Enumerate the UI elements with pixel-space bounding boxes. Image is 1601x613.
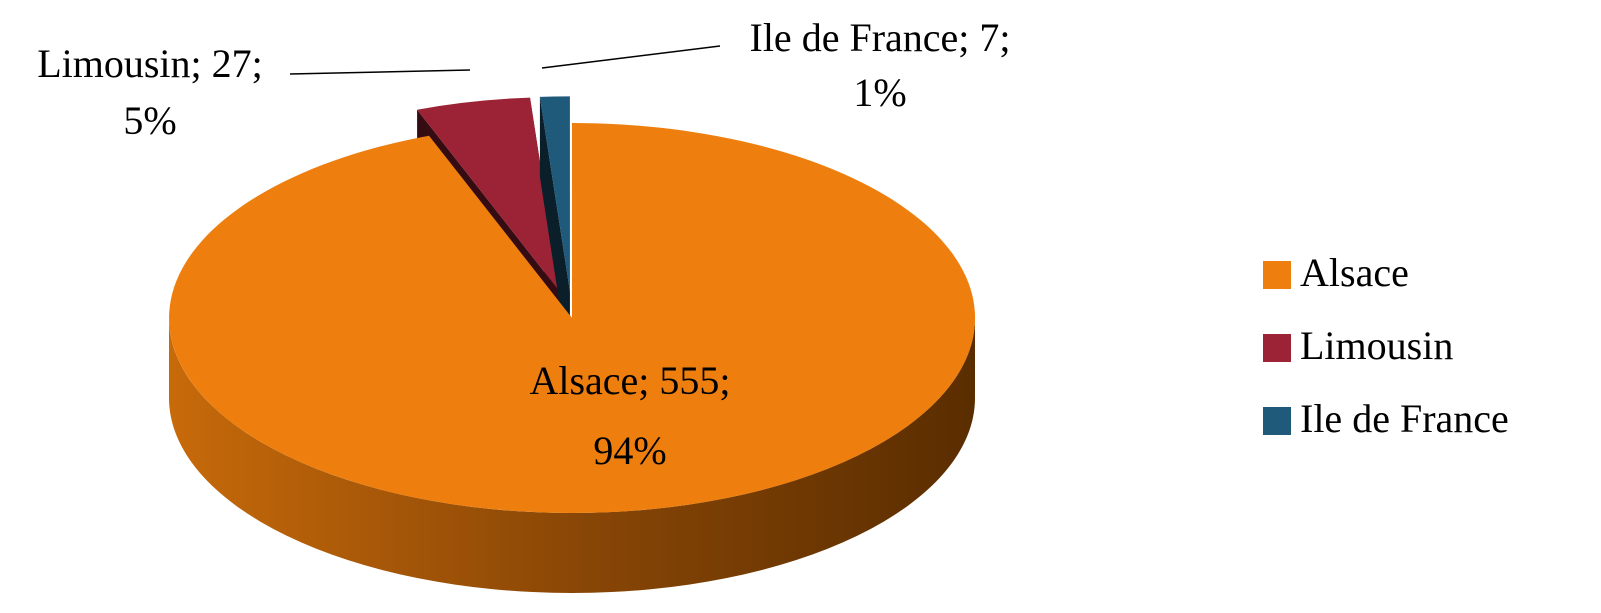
leader-line bbox=[289, 69, 471, 75]
legend-label: Ile de France bbox=[1300, 396, 1509, 441]
legend-swatch bbox=[1263, 334, 1291, 362]
slice bbox=[539, 96, 570, 292]
slice-side bbox=[169, 318, 975, 593]
legend: Alsace Limousin Ile de France bbox=[1263, 250, 1509, 441]
leader-line bbox=[541, 45, 721, 69]
data-labels: Alsace; 555; 94% Limousin; 27; 5% Ile de Fra… bbox=[37, 15, 1010, 473]
data-label-percent: 5% bbox=[123, 98, 176, 143]
slice bbox=[169, 122, 976, 513]
slice bbox=[417, 97, 561, 293]
data-label: Alsace; 555; bbox=[529, 358, 730, 403]
legend-label: Limousin bbox=[1300, 323, 1453, 368]
pie bbox=[169, 96, 976, 593]
slice-cut-face bbox=[539, 96, 570, 372]
legend-swatch bbox=[1263, 261, 1291, 289]
legend-label: Alsace bbox=[1300, 250, 1409, 295]
data-label-percent: 94% bbox=[593, 428, 666, 473]
data-label: Limousin; 27; bbox=[37, 41, 263, 86]
data-label-percent: 1% bbox=[853, 70, 906, 115]
legend-swatch bbox=[1263, 407, 1291, 435]
data-label: Ile de France; 7; bbox=[750, 15, 1011, 60]
